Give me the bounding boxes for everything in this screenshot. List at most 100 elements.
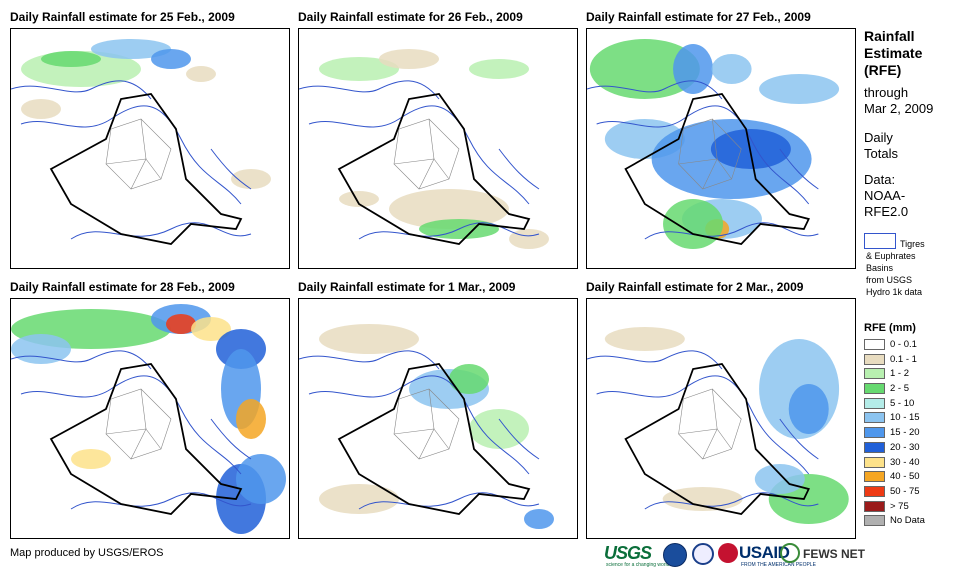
river-line <box>596 375 810 475</box>
legend-label: 20 - 30 <box>890 441 920 453</box>
legend-swatch <box>864 471 885 483</box>
province-boundaries <box>678 118 742 190</box>
legend-title: RFE (mm) <box>864 322 916 334</box>
map-panel-1-mar[interactable] <box>298 298 578 539</box>
sidebar-daily-line: Totals <box>864 146 898 161</box>
sidebar-title-line: Rainfall <box>864 28 915 44</box>
legend-swatch <box>864 339 885 350</box>
river-line <box>70 492 252 510</box>
legend-label: 0.1 - 1 <box>890 353 917 365</box>
rainfall-area <box>589 39 700 99</box>
map-panel-25-feb[interactable] <box>10 28 290 269</box>
river-line <box>498 148 540 190</box>
panel-title-25-feb: Daily Rainfall estimate for 25 Feb., 200… <box>10 10 235 24</box>
river-line <box>358 492 540 510</box>
sidebar-date-line: through <box>864 85 909 100</box>
river-line <box>308 375 530 475</box>
rainfall-area <box>379 49 439 69</box>
river-line <box>210 148 252 190</box>
country-border <box>49 363 243 515</box>
rainfall-area <box>231 169 271 189</box>
rainfall-area <box>449 364 489 394</box>
rainfall-area <box>71 449 111 469</box>
legend-label: 50 - 75 <box>890 485 920 497</box>
basin-line: Hydro 1k data <box>866 287 923 297</box>
usgs-tagline: science for a changing world <box>606 562 670 568</box>
legend-swatch <box>864 485 885 497</box>
rainfall-area <box>524 509 554 529</box>
province-boundaries <box>393 118 460 190</box>
river-line <box>11 80 152 100</box>
sidebar-data-line: RFE2.0 <box>864 204 909 219</box>
rainfall-area <box>186 66 216 82</box>
fews-net-logo: FEWS NET <box>803 547 865 561</box>
rainfall-area <box>91 39 171 59</box>
rainfall-map <box>587 327 849 524</box>
country-border <box>624 363 810 515</box>
legend-label: No Data <box>890 515 925 527</box>
basin-line: from USGS <box>866 275 913 285</box>
rainfall-area <box>759 74 840 104</box>
province-boundaries <box>105 388 172 460</box>
usaid-tagline: FROM THE AMERICAN PEOPLE <box>741 562 816 568</box>
rainfall-area <box>389 189 509 229</box>
rainfall-area <box>151 49 191 69</box>
legend-swatch <box>864 368 885 380</box>
rainfall-map <box>11 39 271 245</box>
legend-label: 1 - 2 <box>890 368 910 380</box>
legend-swatch <box>864 397 885 409</box>
legend-label: > 75 <box>890 500 909 512</box>
river-line <box>20 375 242 475</box>
legend-swatch <box>864 456 885 468</box>
legend-label: 10 - 15 <box>890 412 920 424</box>
rainfall-area <box>21 99 61 119</box>
legend-swatch <box>864 441 885 453</box>
rainfall-area <box>710 129 791 169</box>
map-panel-26-feb[interactable] <box>298 28 578 269</box>
sidebar-date-line: Mar 2, 2009 <box>864 101 934 116</box>
basin-line: Tigres <box>900 239 925 249</box>
rainfall-area <box>469 409 529 449</box>
river-line <box>210 418 252 460</box>
province-boundaries <box>105 118 172 190</box>
river-line <box>299 350 440 370</box>
rainfall-area <box>469 59 529 79</box>
legend-label: 15 - 20 <box>890 427 920 439</box>
river-line <box>299 80 440 100</box>
river-line <box>20 105 242 205</box>
river-line <box>779 418 819 460</box>
panel-title-1-mar: Daily Rainfall estimate for 1 Mar., 2009 <box>298 280 516 294</box>
river-line <box>596 105 810 205</box>
seal-logo-icon <box>692 543 714 565</box>
sidebar-data-line: Data: <box>864 172 896 187</box>
rainfall-area <box>754 464 805 494</box>
river-line <box>587 80 723 100</box>
rainfall-area <box>166 314 196 334</box>
legend-swatch <box>864 427 885 439</box>
rainfall-area <box>319 484 399 514</box>
rainfall-area <box>663 199 724 249</box>
rainfall-area <box>319 57 399 81</box>
sidebar-title-line: Estimate <box>864 45 923 61</box>
rainfall-area <box>236 454 286 504</box>
legend-swatch <box>864 412 885 424</box>
rainfall-area <box>339 191 379 207</box>
rainfall-area <box>788 384 829 434</box>
rainfall-map <box>299 49 549 249</box>
rainfall-map <box>587 39 840 249</box>
map-panel-27-feb[interactable] <box>586 28 856 269</box>
map-panel-28-feb[interactable] <box>10 298 290 539</box>
river-line <box>308 105 530 205</box>
legend-label: 2 - 5 <box>890 383 910 395</box>
map-panel-2-mar[interactable] <box>586 298 856 539</box>
rainfall-area <box>236 399 266 439</box>
sidebar-daily: Daily Totals <box>864 130 898 162</box>
sidebar-date: through Mar 2, 2009 <box>864 85 933 117</box>
basin-line: Basins <box>866 263 894 273</box>
basin-legend-text: Tigres & Euphrates Basins from USGS Hydr… <box>866 238 966 298</box>
rainfall-area <box>191 317 231 341</box>
basin-line: & Euphrates <box>866 251 916 261</box>
map-credit: Map produced by USGS/EROS <box>10 547 164 559</box>
usaid-seal-icon <box>718 543 738 563</box>
rainfall-area <box>319 324 419 354</box>
